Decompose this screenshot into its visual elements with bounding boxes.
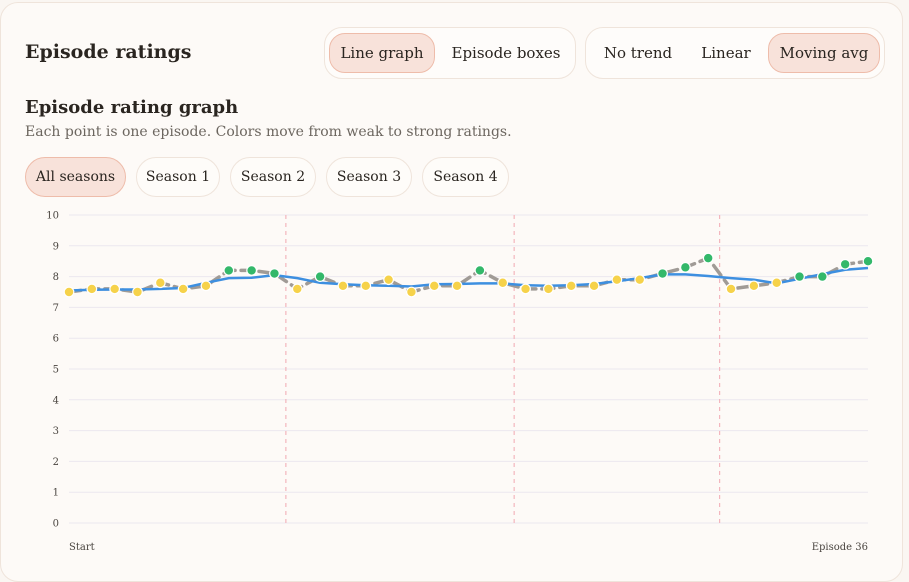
y-tick-label: 0 xyxy=(53,519,59,530)
episode-point xyxy=(771,277,783,289)
episode-point xyxy=(269,268,280,279)
episode-point xyxy=(862,255,874,267)
y-tick-label: 3 xyxy=(53,426,59,437)
episode-points xyxy=(63,252,874,298)
season-dividers xyxy=(285,215,721,523)
episode-point xyxy=(200,280,212,292)
episode-point xyxy=(63,286,75,298)
episode-point xyxy=(132,286,143,298)
episode-point xyxy=(794,271,805,282)
episode-boxes-button[interactable]: Episode boxes xyxy=(451,44,561,62)
y-tick-label: 7 xyxy=(53,303,59,314)
episode-point xyxy=(451,280,463,292)
season-filter-2[interactable]: Season 2 xyxy=(230,157,316,197)
episode-point xyxy=(154,277,166,289)
season-filter-all[interactable]: All seasons xyxy=(25,157,126,197)
season-filter-1[interactable]: Season 1 xyxy=(136,157,220,197)
season-filter-3[interactable]: Season 3 xyxy=(326,157,412,197)
card-title: Episode ratings xyxy=(25,41,192,63)
gridlines xyxy=(69,214,868,524)
episode-point xyxy=(497,277,509,289)
episode-point xyxy=(679,261,691,273)
episode-point xyxy=(86,283,98,295)
y-tick-label: 6 xyxy=(53,334,59,345)
linear-trend-button[interactable]: Linear xyxy=(701,44,751,62)
episode-point xyxy=(725,283,737,295)
episode-point xyxy=(428,280,440,292)
episode-point xyxy=(520,283,531,295)
episode-rating-chart: 0 1 2 3 4 5 6 7 8 9 10 Start Episode 36 xyxy=(46,211,874,553)
episode-point xyxy=(588,280,600,292)
episode-point xyxy=(543,283,554,295)
x-end-label: Episode 36 xyxy=(812,542,868,553)
episode-point xyxy=(565,280,577,292)
episode-point xyxy=(109,283,121,295)
y-tick-label: 2 xyxy=(53,457,59,468)
episode-point xyxy=(702,252,714,264)
episode-point xyxy=(314,271,326,282)
episode-point xyxy=(474,265,486,276)
y-axis-ticks: 0 1 2 3 4 5 6 7 8 9 10 xyxy=(46,211,59,530)
graph-description: Each point is one episode. Colors move f… xyxy=(25,124,512,140)
episode-point xyxy=(748,280,760,292)
episode-point xyxy=(657,268,668,279)
y-tick-label: 9 xyxy=(53,241,59,252)
y-tick-label: 1 xyxy=(53,488,59,499)
episode-point xyxy=(223,265,235,276)
episode-point xyxy=(360,280,372,292)
episode-point xyxy=(246,265,258,276)
x-start-label: Start xyxy=(69,542,95,553)
line-graph-button[interactable]: Line graph xyxy=(329,33,435,73)
episode-point xyxy=(383,274,395,286)
y-tick-label: 5 xyxy=(53,365,59,376)
episode-point xyxy=(816,271,828,282)
episode-point xyxy=(406,286,417,298)
y-tick-label: 8 xyxy=(53,272,59,283)
episode-point xyxy=(634,274,646,286)
trend-toggle-group: No trend Linear Moving avg xyxy=(585,27,885,79)
episode-point xyxy=(611,274,623,286)
episode-point xyxy=(177,283,189,295)
episode-point xyxy=(291,283,303,295)
moving-avg-button[interactable]: Moving avg xyxy=(768,33,880,73)
y-tick-label: 10 xyxy=(46,211,59,222)
season-filter-4[interactable]: Season 4 xyxy=(422,157,509,197)
y-tick-label: 4 xyxy=(53,395,59,406)
episode-point xyxy=(839,258,851,270)
no-trend-button[interactable]: No trend xyxy=(603,44,673,62)
graph-title: Episode rating graph xyxy=(25,97,239,118)
view-toggle-group: Line graph Episode boxes xyxy=(324,27,576,79)
episode-point xyxy=(337,280,349,292)
